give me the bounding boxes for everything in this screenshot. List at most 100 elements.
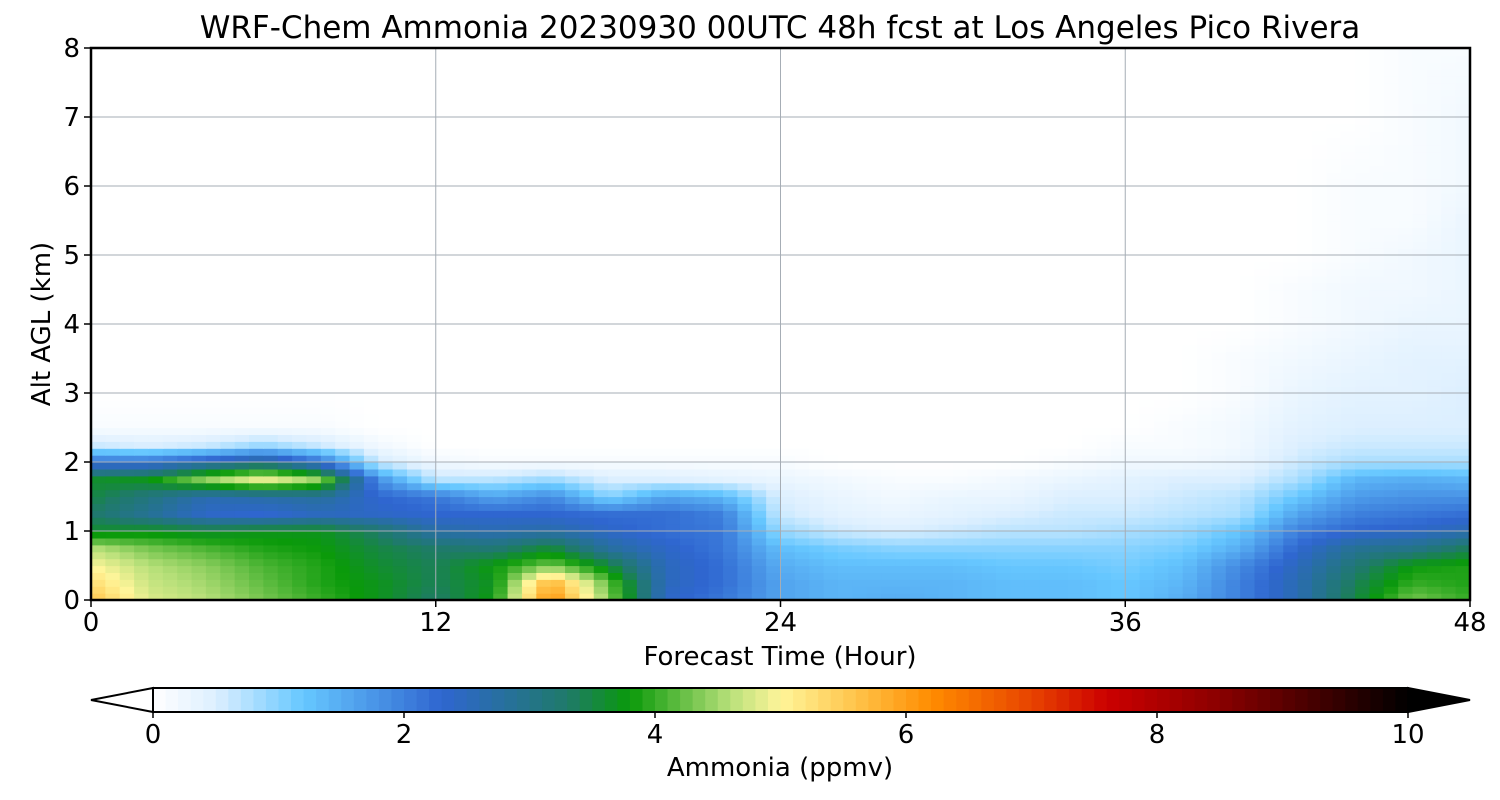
heatmap-cell (723, 572, 738, 580)
heatmap-cell (665, 496, 681, 504)
heatmap-cell (91, 351, 106, 360)
heatmap-cell (837, 427, 853, 435)
heatmap-cell (392, 496, 408, 504)
heatmap-cell (708, 358, 724, 366)
heatmap-cell (1240, 330, 1256, 339)
heatmap-cell (521, 268, 537, 277)
heatmap-cell (392, 551, 408, 560)
heatmap-cell (292, 482, 308, 491)
heatmap-cell (550, 503, 566, 511)
heatmap-cell (1225, 296, 1241, 304)
heatmap-cell (737, 427, 753, 435)
heatmap-cell (464, 379, 480, 387)
heatmap-cell (277, 317, 293, 325)
heatmap-cell (1455, 310, 1471, 318)
heatmap-cell (651, 558, 667, 567)
heatmap-cell (1326, 503, 1342, 511)
heatmap-cell (407, 399, 422, 408)
heatmap-cell (1254, 275, 1270, 284)
heatmap-cell (924, 482, 940, 491)
heatmap-cell (335, 282, 351, 291)
heatmap-cell (636, 544, 652, 553)
heatmap-cell (881, 296, 897, 304)
heatmap-cell (622, 496, 638, 504)
heatmap-cell (1067, 317, 1083, 325)
heatmap-cell (507, 255, 523, 263)
heatmap-cell (536, 565, 552, 573)
heatmap-cell (306, 372, 322, 380)
heatmap-cell (593, 344, 609, 353)
heatmap-cell (1010, 572, 1026, 580)
heatmap-cell (1254, 372, 1270, 380)
heatmap-cell (1398, 572, 1414, 580)
heatmap-cell (1254, 303, 1270, 311)
heatmap-cell (1225, 413, 1241, 422)
heatmap-cell (636, 503, 652, 511)
heatmap-cell (119, 503, 135, 511)
heatmap-cell (608, 330, 624, 339)
heatmap-cell (895, 241, 911, 249)
heatmap-cell (1412, 455, 1428, 463)
heatmap-cell (608, 441, 624, 449)
heatmap-cell (105, 358, 121, 366)
heatmap-cell (751, 324, 767, 332)
heatmap-cell (191, 303, 207, 311)
heatmap-cell (392, 330, 408, 339)
heatmap-cell (1168, 268, 1184, 277)
heatmap-cell (234, 579, 250, 587)
heatmap-cell (837, 275, 853, 284)
heatmap-cell (1398, 310, 1414, 318)
heatmap-cell (852, 531, 868, 539)
heatmap-cell (1082, 351, 1098, 360)
heatmap-cell (464, 434, 480, 442)
heatmap-cell (162, 413, 178, 422)
heatmap-cell (881, 289, 897, 297)
heatmap-cell (1182, 275, 1198, 284)
heatmap-cell (292, 462, 308, 470)
heatmap-cell (277, 586, 293, 594)
heatmap-cell (1441, 537, 1457, 546)
heatmap-cell (622, 351, 638, 360)
heatmap-cell (205, 324, 221, 332)
heatmap-cell (565, 393, 580, 401)
heatmap-cell (780, 393, 796, 401)
heatmap-cell (91, 448, 106, 456)
heatmap-cell (177, 351, 193, 360)
heatmap-cell (263, 399, 279, 408)
heatmap-cell (550, 337, 566, 346)
heatmap-cell (1326, 282, 1342, 291)
heatmap-cell (363, 351, 379, 360)
heatmap-cell (1082, 579, 1098, 587)
heatmap-cell (91, 275, 106, 284)
heatmap-cell (464, 406, 480, 415)
heatmap-cell (593, 544, 609, 553)
heatmap-cell (708, 351, 724, 360)
heatmap-cell (579, 489, 595, 498)
heatmap-cell (1355, 558, 1371, 567)
heatmap-cell (507, 565, 523, 573)
heatmap-cell (536, 358, 552, 366)
heatmap-cell (737, 399, 753, 408)
heatmap-cell (536, 413, 552, 422)
heatmap-cell (938, 289, 954, 297)
heatmap-cell (435, 482, 451, 491)
heatmap-cell (1254, 579, 1270, 587)
heatmap-cell (1240, 441, 1256, 449)
heatmap-cell (694, 441, 710, 449)
heatmap-cell (809, 324, 825, 332)
heatmap-cell (335, 330, 351, 339)
heatmap-cell (665, 296, 681, 304)
heatmap-cell (536, 255, 552, 263)
heatmap-cell (292, 503, 308, 511)
heatmap-cell (507, 324, 523, 332)
heatmap-cell (636, 489, 652, 498)
heatmap-cell (392, 393, 408, 401)
heatmap-cell (1067, 310, 1083, 318)
heatmap-cell (277, 386, 293, 394)
heatmap-cell (1254, 475, 1270, 484)
heatmap-cell (220, 475, 236, 484)
heatmap-cell (1024, 586, 1040, 594)
heatmap-cell (723, 482, 738, 491)
heatmap-cell (909, 282, 925, 291)
heatmap-cell (823, 337, 839, 346)
